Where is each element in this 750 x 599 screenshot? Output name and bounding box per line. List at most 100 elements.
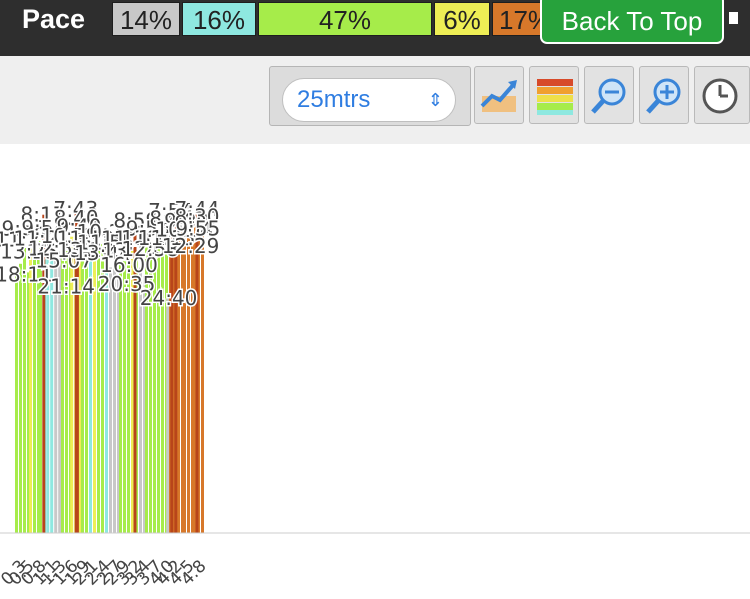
chart-type-icon bbox=[480, 80, 517, 112]
pace-bar bbox=[181, 225, 184, 533]
pace-bar bbox=[54, 253, 58, 534]
pace-annotation: 9:58 bbox=[2, 217, 47, 241]
pace-bar bbox=[78, 232, 82, 534]
pace-annotation: 7:44 bbox=[175, 197, 220, 221]
zoom-in-button[interactable] bbox=[639, 66, 689, 124]
pace-annotation: 7:54 bbox=[148, 199, 193, 223]
pace-spike-bar bbox=[42, 214, 46, 533]
pace-bar bbox=[65, 251, 68, 533]
pace-annotation: 9:55 bbox=[126, 216, 171, 240]
clock-button[interactable] bbox=[694, 66, 750, 124]
pace-bar bbox=[191, 232, 194, 533]
pace-annotation: 10:04 bbox=[155, 218, 213, 242]
pace-annotation: 9:54 bbox=[21, 216, 66, 240]
pace-bar bbox=[46, 258, 50, 533]
pace-bar bbox=[149, 249, 152, 533]
pace-annotation: 10:23 bbox=[77, 220, 135, 244]
pace-annotation: 9:40 bbox=[57, 214, 102, 238]
pace-bar bbox=[201, 227, 204, 533]
pace-annotation: 8:59 bbox=[113, 209, 158, 233]
pace-annotation: 13:25 bbox=[0, 239, 58, 263]
pace-bar bbox=[139, 267, 142, 533]
pace-annotation: 12:58 bbox=[121, 237, 179, 261]
interval-select[interactable]: 25mtrs ⇕ bbox=[282, 78, 456, 122]
pace-annotation: 9:55 bbox=[175, 216, 220, 240]
pace-bar bbox=[58, 251, 62, 533]
pace-bar bbox=[166, 298, 170, 533]
pace-bar bbox=[27, 272, 30, 533]
pace-spike-bar bbox=[75, 218, 79, 534]
pace-bar bbox=[89, 249, 92, 534]
pace-bar bbox=[105, 244, 108, 533]
pace-bar bbox=[157, 238, 160, 534]
zoom-out-button[interactable] bbox=[584, 66, 634, 124]
pace-bar bbox=[37, 252, 40, 534]
pace-bar bbox=[145, 247, 148, 533]
zone-cyan-percent: 16% bbox=[182, 2, 256, 36]
zoom-out-icon bbox=[591, 78, 626, 114]
pace-annotation: 11:27 bbox=[0, 227, 53, 251]
pace-spike-bar bbox=[170, 220, 174, 533]
pace-spike-bar bbox=[195, 214, 199, 533]
pace-bar bbox=[127, 257, 130, 533]
pace-bar bbox=[15, 272, 18, 533]
pace-annotation: 11:19 bbox=[57, 226, 115, 250]
color-zones-button[interactable] bbox=[529, 66, 579, 124]
pace-annotation: 20:35 bbox=[98, 272, 156, 296]
pace-bar bbox=[81, 240, 84, 533]
pace-annotation: 9:00 bbox=[164, 209, 209, 233]
pace-annotation: 8:30 bbox=[175, 205, 220, 229]
pace-bar bbox=[143, 276, 146, 533]
pace-annotation: 21:14 bbox=[37, 274, 95, 298]
pace-annotation: 7:43 bbox=[53, 197, 98, 221]
header-bar: Pace 14% 16% 47% 6% 17% Back To Top bbox=[0, 0, 750, 56]
zone-yellow-percent: 6% bbox=[434, 2, 490, 36]
pace-bar bbox=[70, 236, 74, 533]
pace-bar bbox=[61, 257, 64, 533]
clock-icon bbox=[702, 78, 738, 114]
pace-bar bbox=[29, 248, 32, 533]
pace-annotation: 8:40 bbox=[54, 206, 99, 230]
pace-bar bbox=[93, 241, 96, 533]
pace-annotation: 24:40 bbox=[140, 286, 198, 310]
pace-bar bbox=[123, 260, 126, 533]
pace-bar bbox=[193, 223, 196, 533]
pace-bar bbox=[187, 229, 190, 534]
zone-grey-percent: 14% bbox=[112, 2, 180, 36]
pace-annotation: 12:29 bbox=[162, 234, 220, 258]
back-to-top-edge bbox=[729, 12, 738, 24]
pace-bar bbox=[39, 241, 42, 533]
pace-bar bbox=[153, 245, 156, 533]
pace-bar bbox=[177, 227, 180, 533]
pace-annotation: 11:20 bbox=[101, 227, 159, 251]
color-zones-icon bbox=[537, 79, 573, 115]
pace-annotation: 11:55 bbox=[77, 230, 135, 254]
zone-green-percent: 47% bbox=[258, 2, 432, 36]
back-to-top-button[interactable]: Back To Top bbox=[540, 0, 724, 44]
pace-annotation: 13:10 bbox=[57, 238, 115, 262]
pace-bar bbox=[101, 244, 104, 533]
pace-annotation: 11:21 bbox=[13, 227, 71, 251]
pace-spike-bar bbox=[174, 219, 178, 533]
pace-bar bbox=[161, 249, 164, 533]
pace-chart: 0.3 0.5 0.8 1.1 1.3 1.6 1.9 2.1 2.4 2.7 2.9 3.2 3.4 3… bbox=[0, 144, 750, 599]
pace-annotation: 15:07 bbox=[35, 249, 93, 273]
pace-annotation: 18:11 bbox=[0, 263, 53, 287]
pace-chart-svg: 0.30.50.81.11.31.61.92.12.42.72.93.23.43… bbox=[0, 196, 750, 590]
pace-spike-bar bbox=[133, 228, 137, 533]
pace-annotation: 8:44 bbox=[149, 207, 194, 231]
pace-annotation: 13:14 bbox=[102, 238, 160, 262]
pace-bar bbox=[183, 230, 186, 533]
interval-select-value: 25mtrs bbox=[297, 86, 371, 113]
pace-bar bbox=[33, 250, 36, 533]
pace-annotation: 11:15 bbox=[138, 226, 196, 250]
zoom-in-icon bbox=[646, 78, 681, 114]
pace-bar bbox=[23, 242, 26, 533]
pace-bar bbox=[113, 268, 116, 533]
pace-bar bbox=[19, 263, 22, 533]
pace-annotation: 10:58 bbox=[41, 224, 99, 248]
chevron-updown-icon: ⇕ bbox=[427, 90, 443, 110]
chart-type-button[interactable] bbox=[474, 66, 524, 124]
pace-annotation: 8:17 bbox=[21, 203, 66, 227]
pace-bar bbox=[97, 245, 100, 533]
